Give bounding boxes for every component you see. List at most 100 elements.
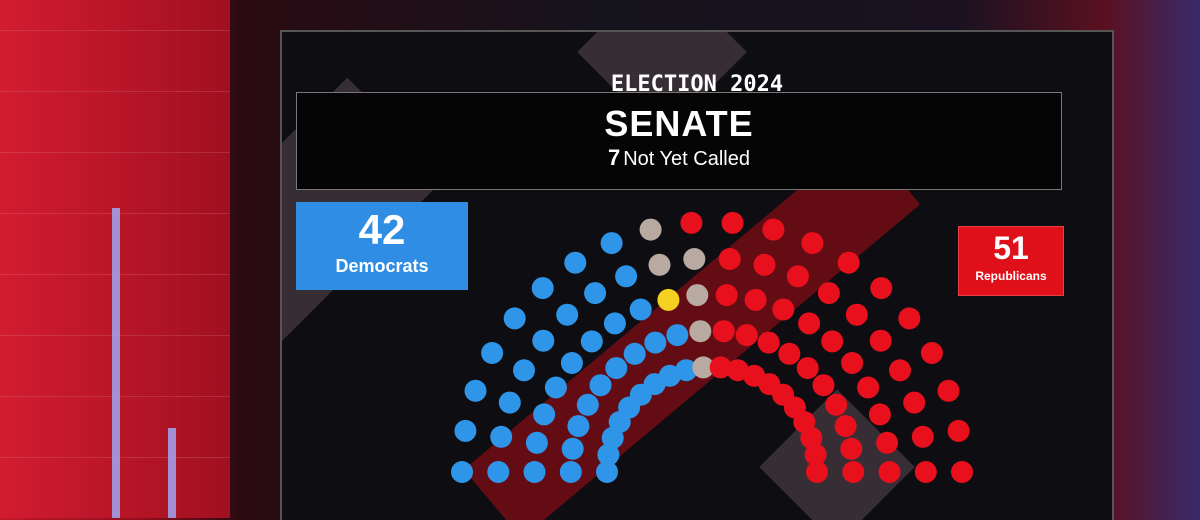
decor-bar	[112, 208, 120, 518]
seat-dot	[798, 312, 821, 335]
seat-dot	[903, 391, 926, 414]
seat-dot	[937, 379, 960, 402]
seat-dot	[533, 403, 556, 426]
seat-dot	[841, 352, 864, 374]
seat-dot	[589, 374, 612, 397]
seat-dot	[683, 248, 706, 270]
seat-dot	[644, 331, 667, 354]
democrats-label: Democrats	[335, 256, 429, 276]
seat-dot	[753, 253, 776, 276]
seat-dot	[675, 359, 698, 382]
seat-dot	[584, 282, 607, 305]
seat-dot	[889, 359, 911, 382]
republicans-count: 51	[993, 230, 1029, 266]
seat-dot	[666, 324, 689, 347]
seat-dot	[639, 218, 662, 241]
seat-dot	[840, 437, 863, 460]
seat-dot	[561, 437, 584, 460]
decor-bar	[168, 428, 176, 518]
seat-dot	[689, 320, 712, 343]
seat-dot	[857, 376, 880, 399]
seat-dot	[503, 307, 526, 330]
seat-dot	[845, 303, 868, 326]
seat-dot	[786, 265, 809, 288]
seat-dot	[532, 329, 555, 352]
seat-dot	[721, 211, 744, 234]
seat-dot	[715, 284, 738, 307]
seat-dot	[605, 357, 628, 380]
seat-dot	[559, 461, 582, 483]
seat-dot	[898, 307, 921, 330]
seat-dot	[744, 288, 767, 311]
seat-dot	[842, 461, 865, 483]
seat-dot	[869, 329, 892, 352]
seat-dot	[523, 461, 546, 483]
seat-dot	[868, 403, 891, 426]
seat-dot	[817, 282, 840, 305]
seat-dot	[870, 277, 893, 300]
seat-dot	[911, 425, 934, 448]
seat-dot	[597, 443, 620, 466]
seat-dot	[806, 461, 828, 483]
seat-dot	[920, 342, 943, 364]
seat-dot	[914, 461, 937, 483]
title-box: SENATE 7 Not Yet Called	[296, 92, 1062, 190]
seat-dot	[648, 253, 671, 276]
democrats-count: 42	[358, 206, 406, 253]
seat-dot	[544, 376, 567, 399]
not-called-label: Not Yet Called	[623, 148, 750, 170]
seat-dot	[812, 374, 835, 397]
seat-dot	[560, 352, 583, 374]
seat-dot	[772, 298, 795, 321]
seat-dot	[876, 431, 899, 454]
seat-dot	[615, 265, 638, 288]
chamber-title: SENATE	[604, 103, 754, 144]
seat-dot	[487, 461, 510, 483]
seat-dot	[531, 277, 554, 300]
seat-dot	[567, 415, 590, 438]
seat-dot	[454, 419, 477, 442]
seat-dot	[580, 330, 603, 353]
seat-dot	[709, 356, 732, 379]
seat-dot	[712, 320, 735, 343]
seat-dot	[556, 303, 579, 326]
seat-dot	[513, 359, 535, 382]
republicans-tally: 51 Republicans	[958, 226, 1064, 296]
seat-dot	[657, 288, 680, 311]
seat-dot	[451, 461, 473, 483]
seat-dot	[629, 298, 652, 321]
seat-dot	[804, 443, 827, 466]
seat-dot	[623, 342, 646, 365]
seat-dot	[821, 330, 844, 353]
seat-dot	[947, 419, 970, 442]
republicans-label: Republicans	[975, 269, 1047, 283]
seat-dot	[576, 393, 599, 416]
seat-dot	[762, 218, 785, 241]
seat-dot	[718, 248, 741, 270]
seat-dot	[481, 342, 504, 364]
seat-dot	[600, 232, 623, 255]
studio-background-left	[0, 0, 230, 518]
democrats-tally: 42 Democrats	[296, 202, 468, 290]
seat-dot	[525, 431, 548, 454]
seat-dot	[564, 251, 587, 274]
not-called-status: 7 Not Yet Called	[297, 145, 1061, 171]
seat-dot	[680, 211, 703, 234]
seat-chart	[451, 211, 973, 483]
seat-dot	[800, 426, 823, 449]
seat-dot	[596, 461, 618, 483]
seat-dot	[837, 251, 860, 274]
seat-dot	[735, 324, 758, 347]
seat-dot	[801, 232, 824, 255]
seat-dot	[490, 425, 513, 448]
seat-dot	[951, 461, 973, 483]
not-called-count: 7	[607, 145, 621, 170]
seat-dot	[498, 391, 521, 414]
seat-dot	[825, 393, 848, 416]
seat-dot	[692, 356, 715, 379]
seat-dot	[778, 342, 801, 365]
seat-dot	[834, 415, 857, 438]
senate-display: ELECTION 2024 SENATE 7 Not Yet Called 42 …	[280, 30, 1114, 520]
seat-dot	[686, 284, 709, 307]
seat-dot	[796, 357, 819, 380]
